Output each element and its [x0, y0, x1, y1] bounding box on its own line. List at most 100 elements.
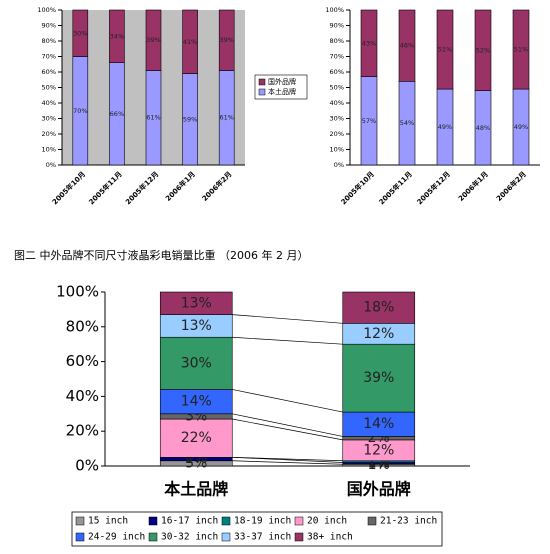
legend-swatch [221, 532, 231, 542]
bar-segment [436, 9, 454, 90]
y-tick-label: 100% [56, 283, 99, 301]
data-label: 57% [362, 117, 376, 125]
bar-segment [159, 336, 233, 390]
bar-segment [109, 9, 125, 64]
data-label: 43% [362, 39, 376, 47]
legend-box [71, 511, 443, 547]
data-label: 49% [438, 123, 452, 131]
legend-swatch [258, 78, 266, 86]
legend-swatch [221, 516, 231, 526]
y-tick-label: 70% [42, 53, 56, 61]
legend-swatch [75, 532, 85, 542]
bar-segment [218, 9, 235, 71]
data-label: 51% [514, 46, 528, 54]
data-label: 39% [146, 36, 160, 44]
bar-segment [342, 343, 416, 413]
y-tick-label: 0% [46, 161, 56, 169]
legend-swatch [75, 516, 85, 526]
y-tick-label: 60% [42, 68, 56, 76]
legend-swatch [148, 516, 158, 526]
connector-line [232, 314, 343, 324]
y-tick-label: 40% [330, 99, 344, 107]
x-tick-label: 2006年2月 [200, 169, 233, 202]
y-tick-label: 30% [42, 115, 56, 123]
x-tick-label: 2005年10月 [339, 169, 376, 206]
y-tick-label: 90% [330, 22, 344, 30]
x-tick-label: 2006年1月 [456, 169, 489, 202]
bar-segment [360, 9, 378, 77]
data-label: 14% [363, 416, 394, 432]
y-tick-label: 60% [330, 68, 344, 76]
legend-swatch [294, 516, 304, 526]
data-label: 54% [400, 119, 414, 127]
x-tick-label: 2005年11月 [87, 169, 124, 206]
caption: 图二 中外品牌不同尺寸液晶彩电销量比重 （2006 年 2 月） [14, 248, 308, 262]
data-label: 22% [181, 430, 212, 446]
connector-line [232, 413, 343, 437]
y-tick-label: 40% [42, 99, 56, 107]
x-tick-label: 2005年12月 [415, 169, 452, 206]
y-tick-label: 80% [66, 317, 99, 335]
data-label: 39% [363, 370, 394, 386]
y-tick-label: 30% [330, 115, 344, 123]
y-tick-label: 50% [330, 84, 344, 92]
legend-label: 38+ inch [307, 532, 353, 543]
data-label: 30% [181, 355, 212, 371]
y-tick-label: 40% [66, 387, 99, 405]
legend-swatch [367, 516, 377, 526]
connector-line [232, 336, 343, 345]
y-tick-label: 20% [66, 422, 99, 440]
data-label: 61% [219, 114, 233, 122]
connector-line [232, 389, 343, 413]
x-tick-label: 2005年10月 [50, 169, 87, 206]
data-label: 12% [363, 442, 394, 458]
data-label: 39% [219, 36, 233, 44]
bar-segment [159, 389, 233, 415]
data-label: 46% [400, 42, 414, 50]
data-label: 59% [183, 115, 197, 123]
x-tick-label: 2005年12月 [123, 169, 160, 206]
y-tick-label: 10% [42, 146, 56, 154]
y-tick-label: 0% [75, 457, 99, 475]
y-tick-label: 20% [42, 130, 56, 138]
data-label: 49% [514, 123, 528, 131]
y-tick-label: 10% [330, 146, 344, 154]
connector-line [232, 460, 343, 465]
data-label: 52% [476, 46, 490, 54]
y-tick-label: 80% [330, 37, 344, 45]
y-tick-label: 60% [66, 352, 99, 370]
bar-segment [182, 9, 198, 74]
connector-line [232, 456, 343, 462]
x-tick-label: 本土品牌 [164, 480, 228, 499]
y-tick-label: 70% [330, 53, 344, 61]
bar-segment [342, 291, 416, 324]
y-tick-label: 100% [325, 6, 344, 14]
data-label: 70% [73, 107, 87, 115]
plot-area [105, 292, 470, 466]
y-tick-label: 100% [37, 6, 56, 14]
y-tick-label: 20% [330, 130, 344, 138]
legend-label: 国外品牌 [268, 77, 296, 86]
y-tick-label: 50% [42, 84, 56, 92]
bar-segment [159, 418, 233, 458]
data-label: 13% [181, 318, 212, 334]
x-tick-label: 2006年2月 [494, 169, 527, 202]
data-label: 13% [181, 295, 212, 311]
x-tick-label: 2006年1月 [163, 169, 196, 202]
legend-label: 30-32 inch [161, 532, 218, 543]
data-label: 18% [363, 300, 394, 316]
bar-segment [342, 411, 416, 437]
legend-label: 本土品牌 [268, 87, 296, 96]
data-label: 14% [181, 394, 212, 410]
data-label: 51% [438, 46, 452, 54]
legend-label: 24-29 inch [88, 532, 145, 543]
data-label: 48% [476, 124, 490, 132]
x-tick-label: 2005年11月 [377, 169, 414, 206]
data-label: 61% [146, 114, 160, 122]
data-label: 41% [183, 38, 197, 46]
bar-segment [145, 9, 162, 71]
data-label: 12% [363, 326, 394, 342]
connector-line [232, 418, 343, 441]
